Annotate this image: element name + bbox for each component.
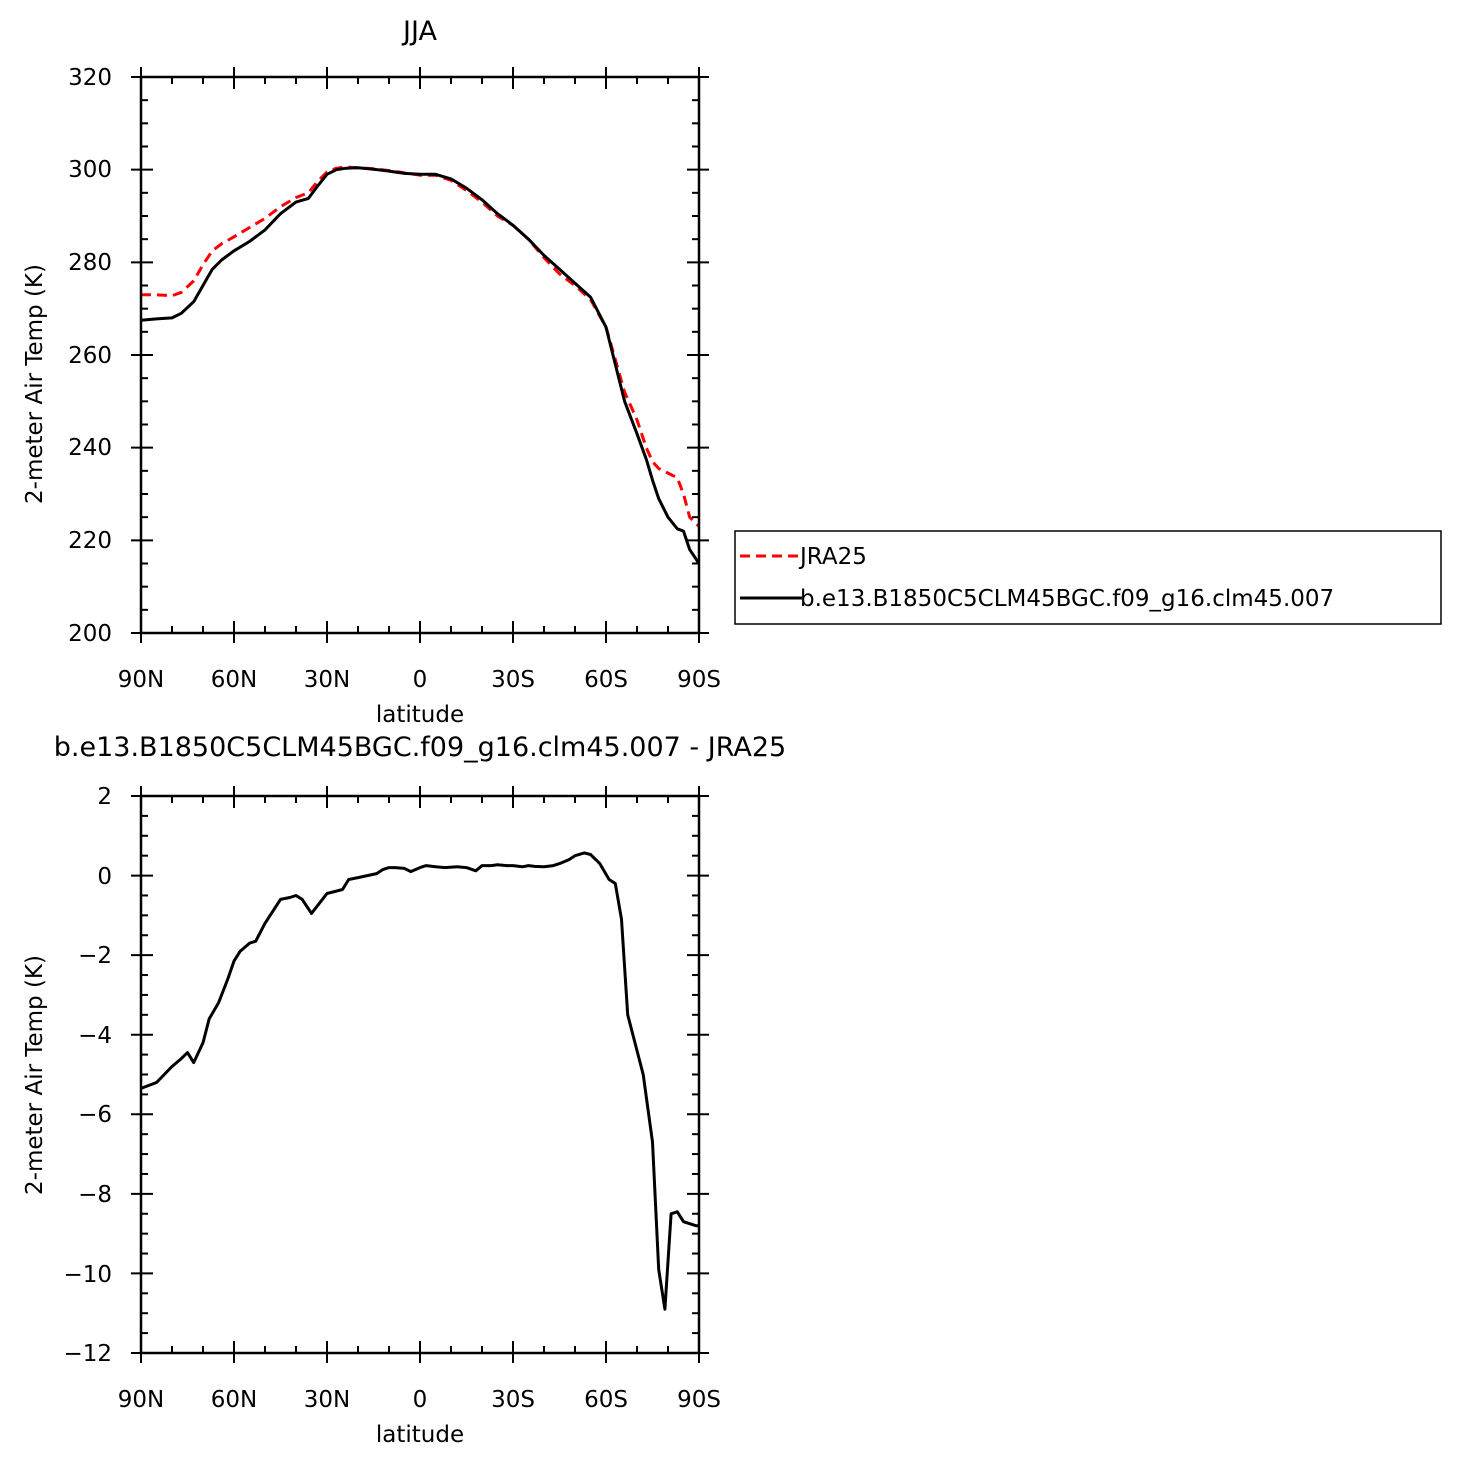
bottom-y-axis-title: 2-meter Air Temp (K)	[22, 955, 48, 1195]
top-xtick-label: 60N	[211, 667, 257, 693]
top-panel: JJA 90N 60N 30N 0 30S 60S 90S 200 220 24…	[22, 16, 721, 728]
top-xtick-label: 90S	[677, 667, 721, 693]
top-ticks	[131, 67, 709, 643]
top-xtick-label: 60S	[584, 667, 628, 693]
bottom-ytick-label: 2	[97, 784, 112, 810]
top-ytick-label: 280	[68, 250, 112, 276]
bottom-ytick-label: −8	[78, 1182, 112, 1208]
top-plot-frame	[139, 75, 701, 635]
top-xtick-label: 30S	[491, 667, 535, 693]
top-ytick-label: 240	[68, 435, 112, 461]
top-xtick-label: 0	[413, 667, 428, 693]
top-series-line-1	[140, 166, 701, 565]
top-ytick-label: 220	[68, 528, 112, 554]
bottom-plot-frame	[139, 794, 701, 1355]
top-series-line-0	[141, 165, 701, 528]
bottom-ytick-label: −6	[78, 1102, 112, 1128]
top-plot-area	[140, 165, 701, 565]
bottom-ytick-label: −2	[78, 943, 112, 969]
top-ytick-label: 300	[68, 157, 112, 183]
bottom-ytick-label: −12	[63, 1341, 112, 1367]
bottom-ticks	[131, 786, 709, 1363]
legend: JRA25 b.e13.B1850C5CLM45BGC.f09_g16.clm4…	[734, 530, 1442, 625]
top-plot-title: JJA	[401, 16, 437, 47]
top-xtick-label: 90N	[118, 667, 164, 693]
bottom-plot-title: b.e13.B1850C5CLM45BGC.f09_g16.clm45.007 …	[54, 732, 786, 763]
bottom-xtick-label: 0	[413, 1387, 428, 1413]
bottom-xtick-label: 30N	[304, 1387, 350, 1413]
bottom-xtick-label: 90S	[677, 1387, 721, 1413]
bottom-ytick-label: −10	[63, 1262, 112, 1288]
bottom-series-line-0	[140, 851, 699, 1311]
legend-label-jra25: JRA25	[798, 544, 867, 570]
bottom-ytick-label: −4	[78, 1023, 112, 1049]
legend-box	[734, 530, 1442, 625]
top-ytick-label: 320	[68, 65, 112, 91]
bottom-xtick-label: 30S	[491, 1387, 535, 1413]
top-xtick-label: 30N	[304, 667, 350, 693]
top-ytick-label: 260	[68, 343, 112, 369]
top-ytick-label: 200	[68, 621, 112, 647]
bottom-plot-area	[140, 851, 699, 1311]
bottom-x-axis-title: latitude	[376, 1422, 464, 1448]
bottom-xtick-label: 60S	[584, 1387, 628, 1413]
legend-label-model: b.e13.B1850C5CLM45BGC.f09_g16.clm45.007	[800, 586, 1334, 612]
bottom-ytick-label: 0	[97, 864, 112, 890]
bottom-panel: b.e13.B1850C5CLM45BGC.f09_g16.clm45.007 …	[22, 732, 786, 1448]
bottom-xtick-label: 60N	[211, 1387, 257, 1413]
bottom-xtick-label: 90N	[118, 1387, 164, 1413]
top-x-axis-title: latitude	[376, 702, 464, 728]
top-y-axis-title: 2-meter Air Temp (K)	[22, 264, 48, 504]
